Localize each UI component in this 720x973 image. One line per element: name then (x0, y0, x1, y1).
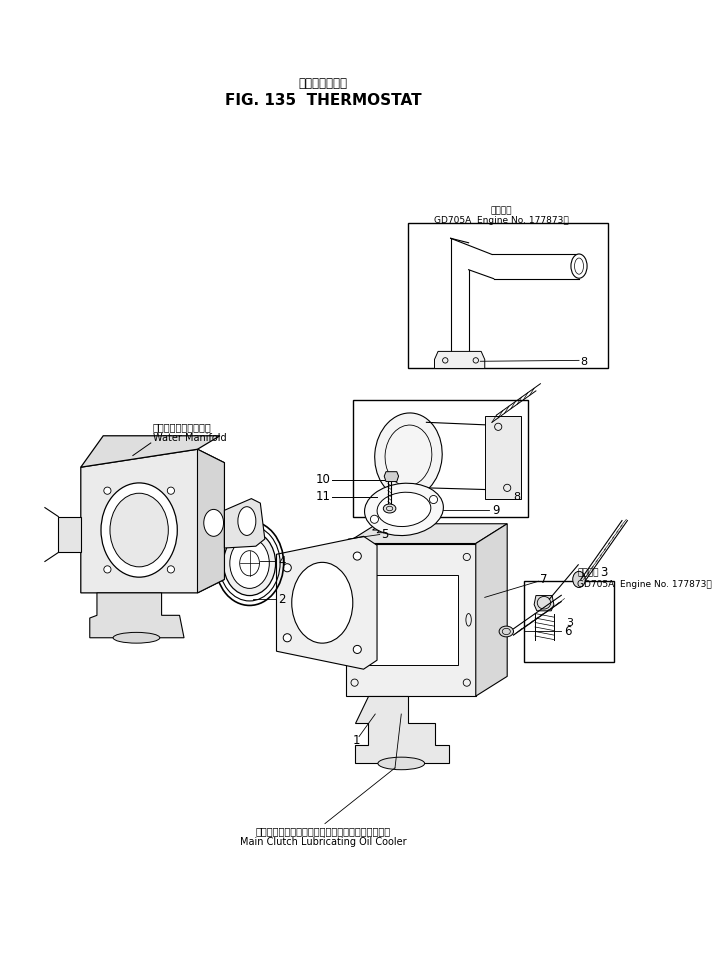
Polygon shape (384, 472, 399, 482)
Text: 8: 8 (513, 491, 521, 502)
Text: GD705A  Engine No. 177873～: GD705A Engine No. 177873～ (433, 216, 568, 225)
Ellipse shape (283, 563, 292, 572)
Ellipse shape (377, 492, 431, 526)
Text: 1: 1 (353, 735, 360, 747)
Ellipse shape (378, 757, 425, 770)
Bar (524, 581, 614, 662)
Ellipse shape (104, 566, 111, 573)
Polygon shape (476, 523, 507, 696)
Polygon shape (534, 595, 554, 611)
Text: Water Manifold: Water Manifold (153, 433, 226, 443)
Polygon shape (81, 450, 225, 593)
Bar (408, 223, 608, 369)
Text: ウォータマニホールド: ウォータマニホールド (153, 422, 212, 432)
Polygon shape (346, 523, 507, 544)
Text: サーモスタット: サーモスタット (299, 78, 348, 90)
Text: 2: 2 (279, 593, 286, 605)
Polygon shape (346, 544, 476, 696)
Text: 6: 6 (564, 625, 571, 638)
Text: 3: 3 (567, 618, 573, 628)
Polygon shape (372, 517, 436, 530)
Text: 3: 3 (600, 565, 608, 579)
Ellipse shape (101, 483, 177, 577)
Text: 10: 10 (315, 473, 330, 486)
Text: FIG. 135  THERMOSTAT: FIG. 135 THERMOSTAT (225, 92, 421, 108)
Text: 4: 4 (279, 555, 286, 568)
Polygon shape (354, 696, 449, 764)
Text: 9: 9 (492, 504, 500, 517)
Ellipse shape (354, 645, 361, 654)
Text: 8: 8 (580, 357, 587, 367)
Polygon shape (90, 593, 184, 637)
Ellipse shape (370, 516, 379, 523)
Ellipse shape (204, 510, 223, 536)
Text: 7: 7 (541, 573, 548, 586)
Ellipse shape (571, 254, 587, 278)
Ellipse shape (374, 413, 442, 498)
Text: Main Clutch Lubricating Oil Cooler: Main Clutch Lubricating Oil Cooler (240, 838, 407, 847)
Polygon shape (485, 416, 521, 498)
Text: 5: 5 (382, 528, 389, 541)
Ellipse shape (383, 504, 396, 513)
Text: 適用号機: 適用号機 (577, 568, 599, 578)
Ellipse shape (223, 531, 276, 595)
Polygon shape (197, 450, 225, 593)
Text: 11: 11 (315, 490, 330, 503)
Bar (364, 575, 458, 665)
Text: 適用号機: 適用号機 (490, 206, 512, 215)
Ellipse shape (104, 487, 111, 494)
Ellipse shape (110, 493, 168, 567)
Ellipse shape (238, 507, 256, 535)
Ellipse shape (364, 484, 444, 535)
Polygon shape (225, 498, 265, 548)
Ellipse shape (167, 487, 174, 494)
Polygon shape (276, 536, 377, 669)
Ellipse shape (292, 562, 353, 643)
Polygon shape (58, 517, 81, 553)
Ellipse shape (499, 626, 513, 637)
Text: メインクラッチルーブリケーティングオイルクーラ: メインクラッチルーブリケーティングオイルクーラ (256, 826, 391, 836)
Text: GD705A  Engine No. 177873～: GD705A Engine No. 177873～ (577, 580, 712, 590)
Polygon shape (434, 351, 485, 369)
Polygon shape (81, 436, 220, 467)
Ellipse shape (572, 571, 585, 588)
Ellipse shape (537, 596, 551, 609)
Ellipse shape (354, 552, 361, 560)
Ellipse shape (113, 632, 160, 643)
Polygon shape (377, 520, 429, 533)
Ellipse shape (230, 538, 269, 589)
Ellipse shape (429, 495, 438, 504)
Ellipse shape (167, 566, 174, 573)
Bar (353, 400, 528, 517)
Ellipse shape (283, 633, 292, 642)
